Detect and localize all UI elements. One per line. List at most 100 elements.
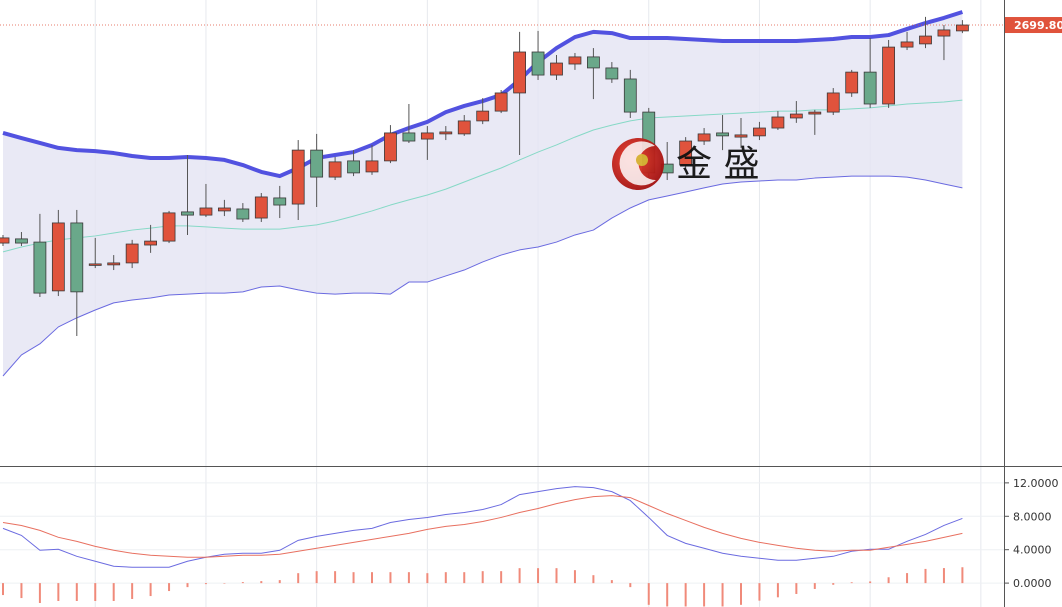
candle-body bbox=[181, 211, 194, 216]
candle-body bbox=[107, 262, 121, 266]
histogram-bar bbox=[850, 582, 853, 584]
candle-body bbox=[679, 140, 693, 166]
watermark: 金 盛 bbox=[612, 138, 759, 190]
macd-line bbox=[2, 495, 963, 558]
histogram-bar bbox=[481, 571, 484, 584]
candle-body bbox=[956, 24, 969, 32]
histogram-bar bbox=[75, 583, 78, 601]
candle-body bbox=[217, 207, 231, 212]
watermark-text: 金 盛 bbox=[676, 144, 759, 185]
histogram-bar bbox=[57, 583, 60, 601]
histogram-bar bbox=[389, 572, 392, 584]
logo-dot bbox=[636, 154, 648, 166]
histogram-bar bbox=[721, 583, 724, 607]
candle-body bbox=[347, 160, 360, 174]
y-tick-label: 4.0000 bbox=[1013, 544, 1052, 557]
histogram-bar bbox=[371, 572, 373, 584]
candle-body bbox=[531, 51, 545, 76]
histogram-bar bbox=[204, 583, 207, 585]
histogram-bar bbox=[703, 583, 706, 607]
candle-body bbox=[605, 67, 619, 80]
candle-body bbox=[0, 237, 10, 244]
candle-body bbox=[33, 241, 47, 294]
candle-body bbox=[826, 92, 840, 113]
last-price-box bbox=[1005, 17, 1062, 34]
candle-body bbox=[789, 113, 803, 119]
candle-body bbox=[937, 29, 951, 37]
histogram-bar bbox=[241, 582, 244, 584]
candle-body bbox=[328, 161, 342, 178]
band-fill bbox=[3, 12, 963, 376]
histogram-bar bbox=[38, 583, 41, 603]
histogram-bar bbox=[112, 583, 115, 601]
candle-body bbox=[697, 133, 711, 142]
histogram-bar bbox=[2, 583, 4, 596]
candle-body bbox=[494, 92, 508, 112]
candle-body bbox=[51, 222, 65, 292]
histogram-bar bbox=[20, 583, 23, 599]
histogram-bar bbox=[500, 571, 503, 584]
histogram-bar bbox=[887, 577, 890, 584]
candle-body bbox=[771, 116, 785, 129]
candle-body bbox=[513, 51, 526, 94]
candle-body bbox=[439, 131, 453, 135]
candle-body bbox=[919, 35, 932, 45]
histogram-bar bbox=[352, 572, 355, 584]
candle-body bbox=[476, 110, 490, 122]
candle-body bbox=[125, 243, 139, 264]
histogram-bar bbox=[131, 583, 134, 599]
histogram-bar bbox=[592, 575, 595, 584]
histogram-bar bbox=[869, 581, 872, 584]
candle-body bbox=[365, 160, 379, 173]
candle-body bbox=[716, 132, 729, 137]
histogram-bar bbox=[278, 580, 281, 584]
histogram-bar bbox=[407, 572, 410, 584]
last-price-label: 2699.80 bbox=[1014, 19, 1062, 32]
candle-body bbox=[863, 71, 877, 105]
histogram-bar bbox=[297, 573, 300, 584]
histogram-bar bbox=[260, 581, 263, 584]
histogram-bar bbox=[518, 568, 521, 584]
histogram-bar bbox=[610, 580, 613, 584]
histogram-bar bbox=[647, 583, 650, 605]
candle-body bbox=[900, 41, 914, 48]
candle-body bbox=[808, 111, 822, 115]
candle-body bbox=[236, 208, 250, 220]
candle-body bbox=[402, 132, 416, 142]
candle-body bbox=[273, 197, 287, 206]
histogram-bar bbox=[776, 583, 779, 598]
candle-body bbox=[70, 222, 84, 293]
candle-body bbox=[162, 212, 176, 242]
histogram-bar bbox=[463, 572, 466, 584]
candle-body bbox=[587, 56, 600, 69]
candle-body bbox=[384, 132, 397, 162]
histogram-bar bbox=[555, 568, 558, 584]
histogram-bar bbox=[334, 571, 337, 584]
histogram-bar bbox=[832, 583, 835, 585]
macd-panel bbox=[0, 482, 1004, 607]
histogram-bar bbox=[444, 572, 447, 584]
histogram-bar bbox=[924, 568, 927, 584]
candle-body bbox=[144, 240, 158, 246]
macd-line bbox=[2, 486, 963, 568]
histogram-bar bbox=[426, 573, 429, 584]
y-tick-label: 0.0000 bbox=[1013, 577, 1052, 590]
candle-body bbox=[457, 120, 471, 135]
right-axis: 2699.80 0.0000 4.0000 8.0000 12.0000 bbox=[1004, 17, 1062, 590]
candle-body bbox=[623, 78, 637, 113]
candle-body bbox=[882, 46, 895, 105]
histogram-bar bbox=[906, 573, 909, 584]
histogram-bar bbox=[961, 567, 964, 584]
histogram-bar bbox=[168, 583, 171, 592]
histogram-bar bbox=[795, 583, 798, 594]
histogram-bar bbox=[186, 583, 189, 588]
candle-body bbox=[420, 132, 434, 140]
histogram-bar bbox=[537, 568, 540, 584]
histogram-bar bbox=[315, 571, 318, 584]
candle-body bbox=[254, 196, 268, 219]
histogram-bar bbox=[740, 583, 742, 605]
histogram-bar bbox=[223, 583, 226, 584]
histogram-bar bbox=[813, 583, 816, 589]
